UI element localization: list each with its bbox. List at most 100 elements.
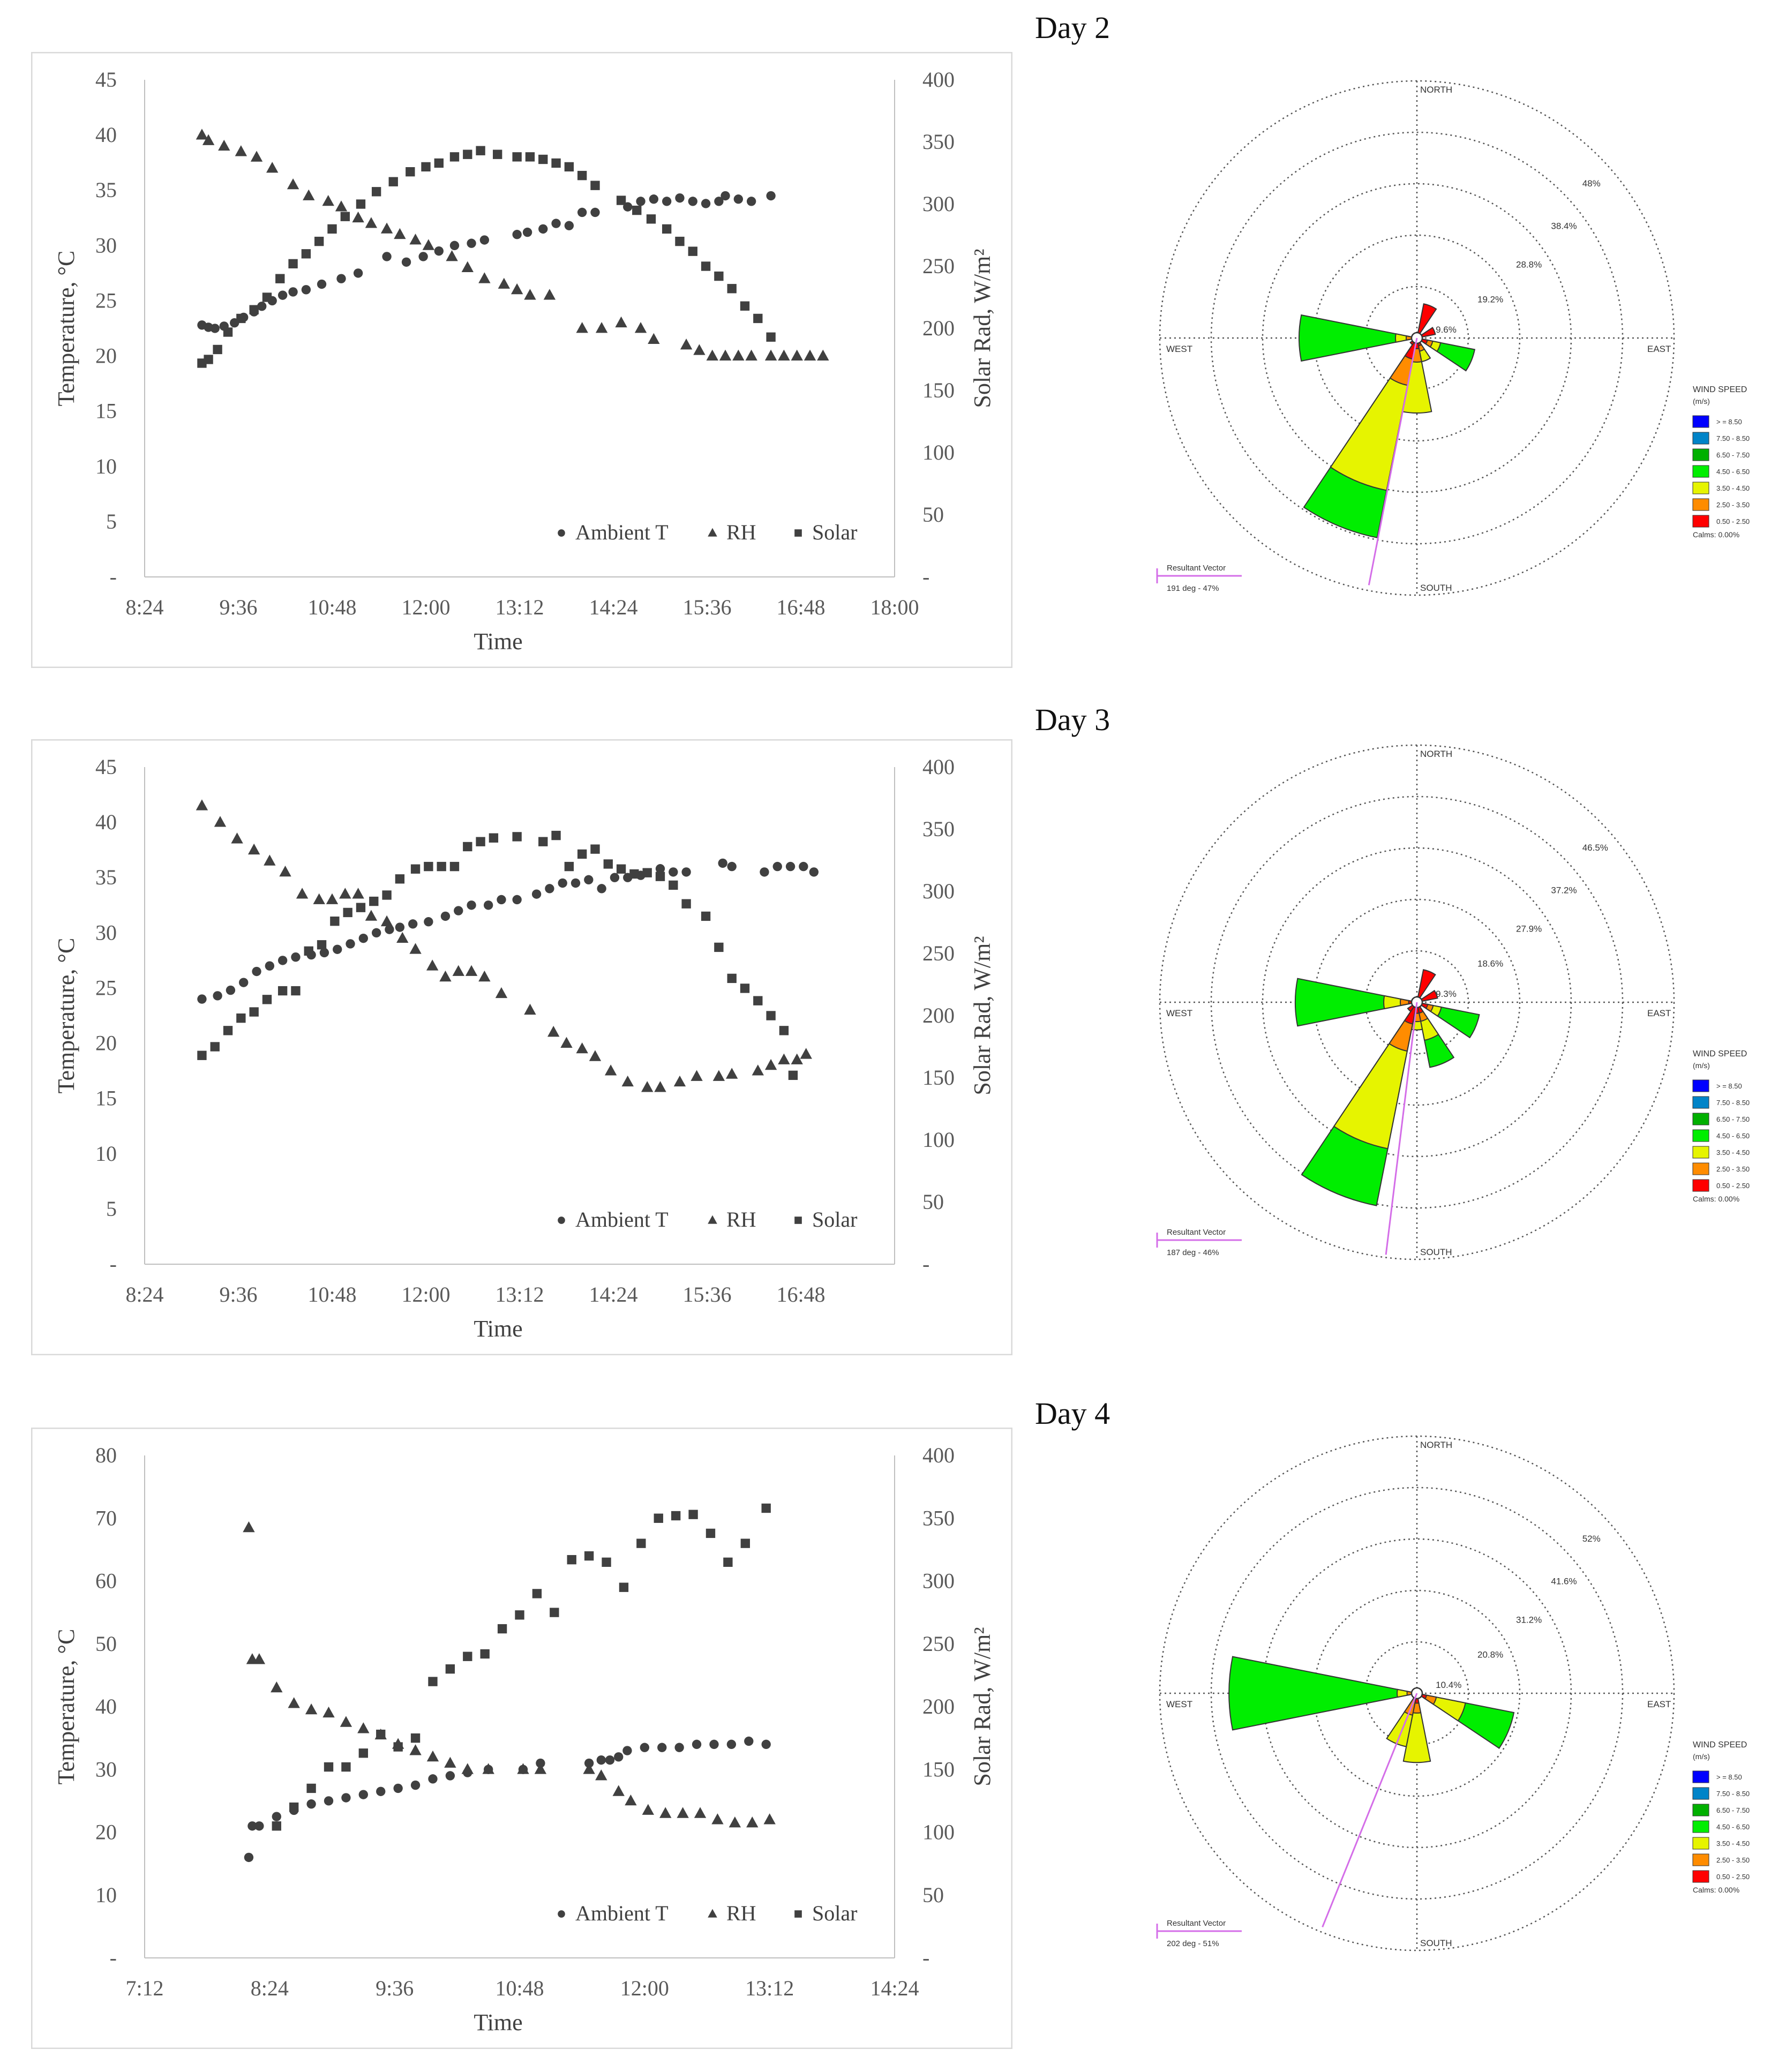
data-point-ambient-t bbox=[649, 194, 659, 204]
x-tick-label: 12:00 bbox=[620, 1976, 669, 2000]
legend-unit: (m/s) bbox=[1693, 1752, 1710, 1761]
legend-marker bbox=[558, 1910, 565, 1918]
chart-frame bbox=[31, 1428, 1012, 2049]
data-point-rh bbox=[264, 854, 276, 866]
y-tick-label: 10 bbox=[95, 1883, 117, 1907]
data-point-ambient-t bbox=[674, 1743, 684, 1752]
data-point-rh bbox=[659, 1807, 672, 1818]
data-point-ambient-t bbox=[353, 268, 363, 278]
y-tick-label: 30 bbox=[95, 233, 117, 257]
resultant-vector-line bbox=[1322, 1693, 1418, 1928]
data-point-solar bbox=[706, 1528, 716, 1538]
data-point-rh bbox=[625, 1794, 637, 1806]
data-point-ambient-t bbox=[799, 861, 808, 872]
data-point-solar bbox=[445, 1664, 455, 1674]
data-point-ambient-t bbox=[538, 224, 548, 234]
data-point-solar bbox=[197, 1050, 207, 1060]
data-point-rh bbox=[357, 1722, 370, 1733]
data-point-rh bbox=[202, 134, 215, 145]
data-point-rh bbox=[446, 250, 458, 261]
data-point-ambient-t bbox=[428, 1774, 438, 1784]
data-point-ambient-t bbox=[761, 1739, 771, 1750]
data-point-solar bbox=[714, 271, 724, 281]
data-point-solar bbox=[532, 1589, 542, 1598]
data-point-rh bbox=[589, 1050, 602, 1061]
legend-swatch bbox=[1692, 1787, 1709, 1800]
data-point-ambient-t bbox=[577, 207, 587, 217]
data-point-ambient-t bbox=[445, 1771, 455, 1781]
legend-label: Solar bbox=[812, 1207, 857, 1232]
data-point-rh bbox=[250, 151, 263, 162]
data-point-solar bbox=[371, 187, 381, 197]
y-tick-label: 30 bbox=[95, 1757, 117, 1781]
data-point-rh bbox=[461, 261, 474, 272]
data-point-rh bbox=[396, 932, 409, 943]
data-point-ambient-t bbox=[597, 884, 606, 894]
data-point-rh bbox=[422, 239, 435, 250]
data-point-ambient-t bbox=[358, 1790, 369, 1799]
legend-item-label: 2.50 - 3.50 bbox=[1716, 501, 1750, 509]
data-point-rh bbox=[621, 1075, 634, 1087]
data-point-rh bbox=[247, 843, 260, 855]
legend-label: Solar bbox=[812, 1901, 857, 1925]
data-point-solar bbox=[584, 1551, 594, 1561]
y-tick-label: 10 bbox=[95, 1142, 117, 1166]
wind-petal bbox=[1416, 969, 1436, 1003]
data-point-solar bbox=[538, 154, 548, 164]
data-point-solar bbox=[406, 167, 415, 177]
data-point-ambient-t bbox=[610, 873, 620, 882]
data-point-solar bbox=[288, 259, 298, 269]
data-point-rh bbox=[352, 211, 364, 223]
data-point-solar bbox=[671, 1511, 681, 1521]
data-point-rh bbox=[615, 316, 627, 328]
y2-tick-label: 150 bbox=[922, 1757, 955, 1781]
data-point-ambient-t bbox=[584, 875, 594, 885]
data-point-rh bbox=[287, 178, 299, 190]
data-point-ambient-t bbox=[239, 978, 249, 987]
west-label: WEST bbox=[1166, 344, 1192, 354]
data-point-ambient-t bbox=[247, 1821, 257, 1831]
ring-label: 41.6% bbox=[1551, 1576, 1577, 1586]
vector-label: Resultant Vector bbox=[1167, 1228, 1226, 1237]
data-point-ambient-t bbox=[319, 948, 329, 958]
data-point-solar bbox=[577, 849, 587, 859]
data-point-rh bbox=[517, 1763, 529, 1774]
data-point-solar bbox=[723, 1557, 733, 1567]
ring-label: 20.8% bbox=[1477, 1649, 1503, 1660]
legend-unit: (m/s) bbox=[1693, 397, 1710, 406]
data-point-ambient-t bbox=[551, 219, 561, 228]
data-point-ambient-t bbox=[244, 1852, 254, 1863]
wind-petal bbox=[1402, 1693, 1431, 1763]
data-point-solar bbox=[369, 896, 379, 906]
x-axis-title: Time bbox=[474, 628, 522, 655]
legend-swatch bbox=[1692, 1179, 1709, 1192]
data-point-solar bbox=[301, 249, 311, 259]
data-point-rh bbox=[465, 965, 478, 976]
data-point-ambient-t bbox=[210, 324, 220, 333]
data-point-solar bbox=[567, 1555, 576, 1565]
data-point-rh bbox=[253, 1653, 266, 1664]
data-point-ambient-t bbox=[479, 235, 490, 245]
x-tick-label: 10:48 bbox=[307, 1282, 356, 1307]
y2-tick-label: 150 bbox=[922, 1065, 955, 1090]
data-point-ambient-t bbox=[449, 241, 460, 251]
data-point-rh bbox=[547, 1026, 560, 1037]
data-point-ambient-t bbox=[317, 279, 327, 289]
data-point-rh bbox=[604, 1064, 617, 1076]
data-point-solar bbox=[317, 940, 327, 950]
day-label: Day 3 bbox=[1035, 702, 1110, 737]
data-point-solar bbox=[262, 292, 272, 302]
data-point-solar bbox=[616, 864, 626, 874]
data-point-rh bbox=[352, 888, 364, 899]
data-point-ambient-t bbox=[454, 906, 463, 915]
y-tick-label: 15 bbox=[95, 1086, 117, 1110]
y2-tick-label: 250 bbox=[922, 941, 955, 965]
legend-swatch bbox=[1692, 1820, 1709, 1833]
legend-marker bbox=[794, 1910, 802, 1918]
data-point-rh bbox=[409, 1744, 422, 1755]
data-point-rh bbox=[452, 965, 464, 976]
data-point-ambient-t bbox=[272, 1812, 281, 1821]
data-point-rh bbox=[648, 333, 660, 344]
data-point-solar bbox=[376, 1729, 386, 1739]
data-point-solar bbox=[249, 305, 259, 314]
